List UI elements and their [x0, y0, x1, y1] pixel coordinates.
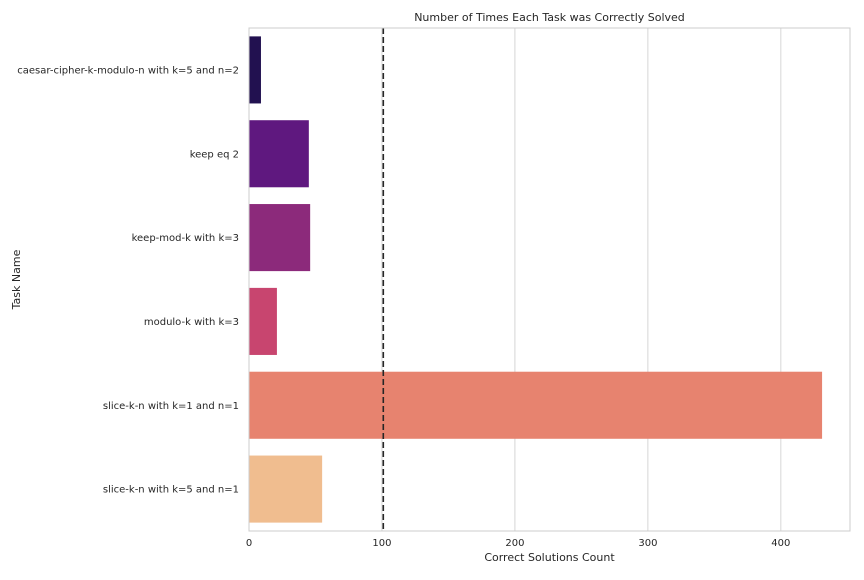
y-axis-label: Task Name [10, 249, 23, 310]
y-tick-label: keep eq 2 [190, 149, 239, 160]
x-tick-label: 300 [638, 538, 657, 549]
y-tick-label: modulo-k with k=3 [144, 317, 239, 328]
y-tick-label: keep-mod-k with k=3 [132, 233, 239, 244]
bar [249, 287, 277, 355]
y-tick-label: slice-k-n with k=1 and n=1 [103, 401, 239, 412]
x-tick-label: 100 [372, 538, 391, 549]
x-tick-label: 400 [771, 538, 790, 549]
y-tick-label: caesar-cipher-k-modulo-n with k=5 and n=… [17, 65, 239, 76]
x-tick-label: 0 [246, 538, 252, 549]
bar [249, 204, 311, 272]
y-tick-label: slice-k-n with k=5 and n=1 [103, 485, 239, 496]
axes [248, 27, 851, 532]
plot-frame [248, 27, 851, 532]
bar [249, 120, 309, 188]
x-axis-label: Correct Solutions Count [484, 551, 615, 564]
chart-title: Number of Times Each Task was Correctly … [414, 11, 685, 24]
x-tick-labels: 0 100 200 300 400 [246, 538, 791, 549]
bars [249, 36, 823, 523]
bar [249, 36, 261, 104]
bar [249, 371, 823, 439]
bar [249, 455, 323, 523]
grid-lines [381, 28, 782, 531]
y-tick-labels: caesar-cipher-k-modulo-n with k=5 and n=… [17, 65, 239, 495]
x-tick-label: 200 [505, 538, 524, 549]
